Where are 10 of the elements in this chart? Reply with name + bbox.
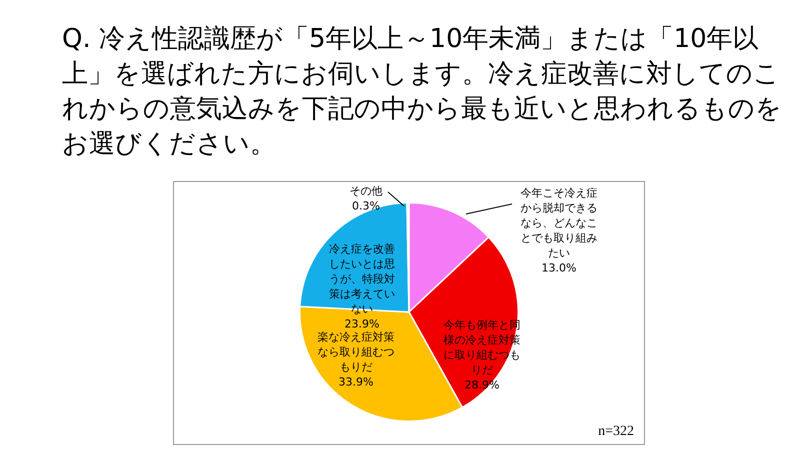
data-label: 23.9%	[344, 317, 380, 330]
data-label: 13.0%	[542, 261, 576, 274]
slice-label: 冷え症を改善したいとは思うが、特段対策は考えていない	[329, 242, 395, 316]
slice-label: 今年こそ冷え症から脱却できるなら、どんなことでも取り組みたい	[520, 186, 598, 260]
slice-label: 楽な冷え症対策なら取り組むつもりだ	[318, 330, 394, 374]
data-label: 33.9%	[338, 375, 374, 388]
data-label: 0.3%	[352, 199, 380, 212]
slice-label: その他	[350, 184, 382, 198]
text: n=322	[598, 424, 634, 440]
chart-title: Q. 冷え性認識歴が「5年以上～10年未満」または「10年以上」を選ばれた方にお伺いします。冷え症改善に対してのこれからの意気込みを下記の中から最も近いと思われるものをお選びください。	[62, 23, 783, 161]
